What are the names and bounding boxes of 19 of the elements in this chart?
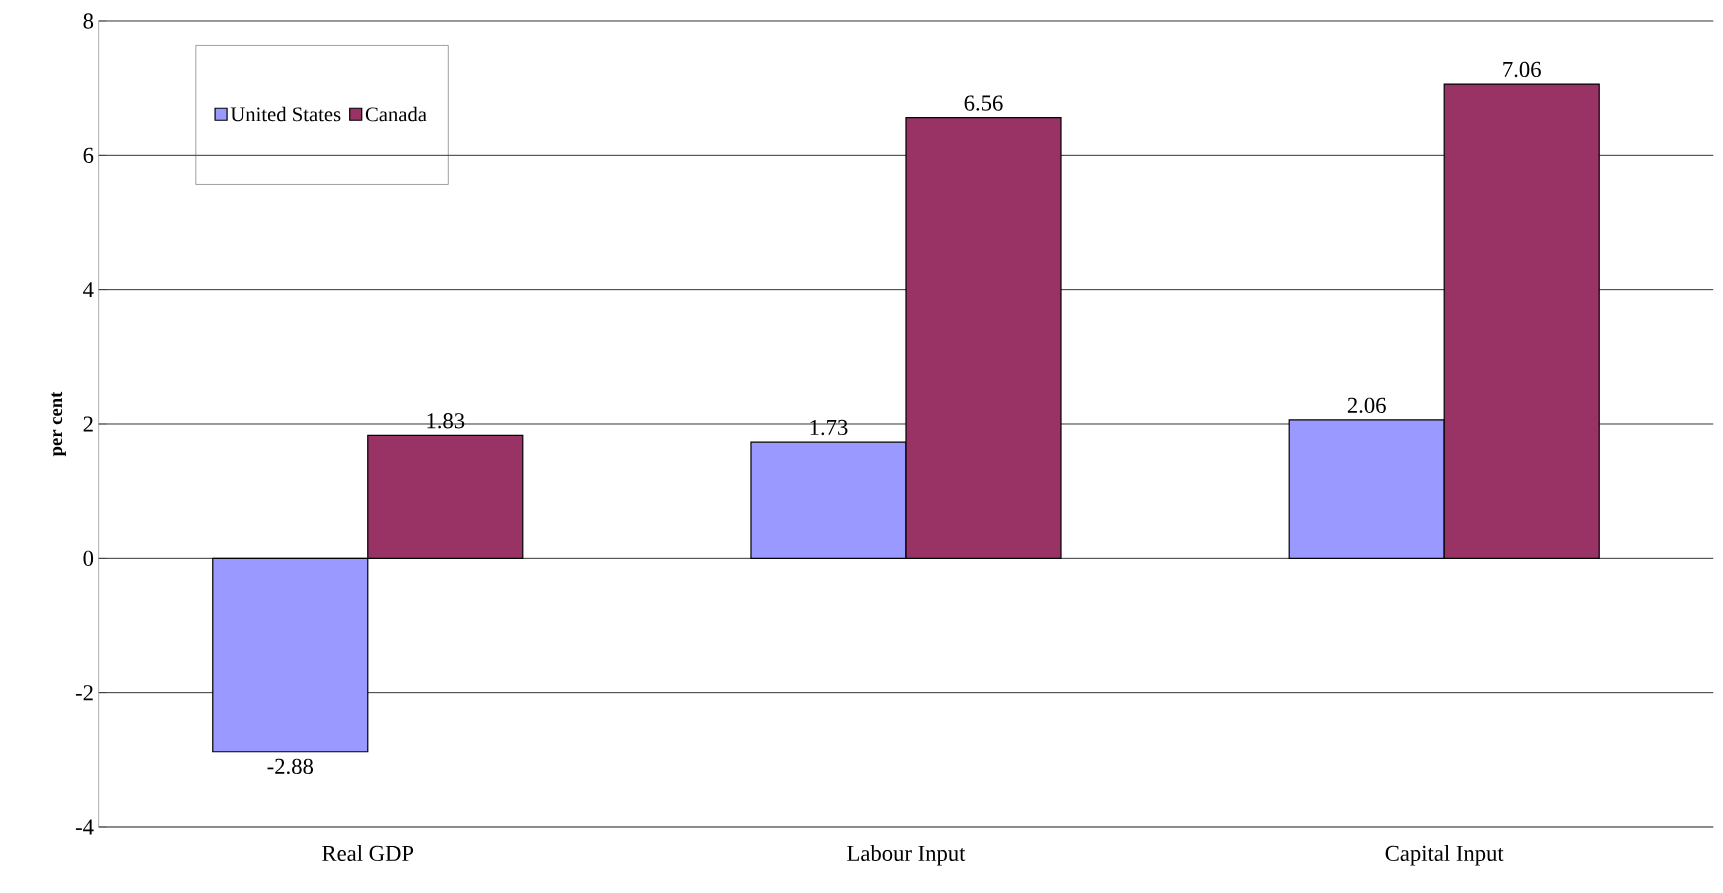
legend-label: Canada: [365, 106, 427, 122]
y-tick-label: -4: [75, 819, 94, 835]
data-label: -2.88: [267, 758, 314, 775]
y-tick-label: 2: [83, 416, 93, 432]
data-label: 2.06: [1347, 397, 1386, 414]
y-tick-label: 6: [83, 147, 94, 163]
x-tick-label: Real GDP: [322, 845, 414, 861]
y-tick-label: 8: [83, 13, 94, 29]
y-tick-label: 0: [83, 550, 94, 566]
x-tick-label: Capital Input: [1385, 845, 1504, 866]
y-tick-label: 4: [83, 282, 94, 298]
data-label: 1.83: [427, 413, 465, 429]
x-tick-label: Labour Input: [847, 845, 966, 866]
y-axis-title: per cent: [51, 391, 66, 457]
data-label: 7.06: [1503, 61, 1541, 78]
y-tick-label: -2: [75, 685, 93, 701]
data-label: 1.73: [810, 419, 848, 436]
data-label: 6.56: [964, 95, 1003, 111]
legend-label: United States: [230, 106, 341, 122]
